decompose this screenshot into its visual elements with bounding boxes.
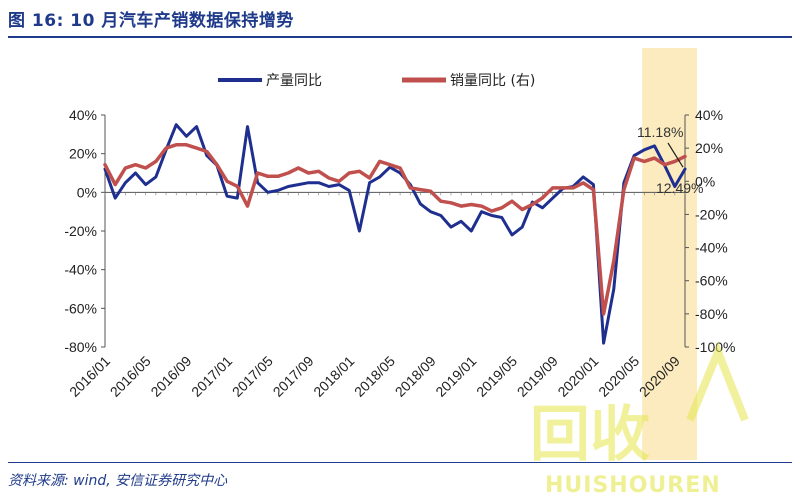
legend-label-production: 产量同比 [266, 73, 322, 89]
x-tick-label: 2017/09 [270, 353, 317, 400]
series-line-production [103, 123, 687, 345]
footer-divider [8, 462, 792, 463]
left-tick-label: -60% [64, 300, 97, 316]
x-tick-label: 2019/09 [514, 353, 561, 400]
x-tick-label: 2018/05 [351, 353, 398, 400]
left-y-axis: 40% 20% 0% -20% -40% -60% -80% [64, 107, 106, 355]
x-tick-label: 2018/01 [310, 353, 357, 400]
left-tick-label: 20% [69, 146, 97, 162]
x-tick-label: 2020/01 [554, 353, 601, 400]
highlight-band [642, 48, 697, 460]
annotations: 11.18% 12.49% [637, 124, 703, 196]
legend-label-sales: 销量同比 (右) [450, 73, 535, 89]
left-tick-label: -20% [64, 223, 97, 239]
annotation-sales: 12.49% [656, 180, 703, 196]
right-tick-label: -40% [695, 240, 728, 256]
x-tick-label: 2018/09 [392, 353, 439, 400]
left-tick-label: -80% [64, 339, 97, 355]
x-tick-label: 2020/05 [595, 353, 642, 400]
right-tick-label: 0% [695, 173, 715, 189]
x-tick-label: 2017/05 [229, 353, 276, 400]
series-line-sales [103, 143, 687, 316]
x-tick-label: 2016/01 [66, 353, 113, 400]
right-tick-label: -20% [695, 206, 728, 222]
chart-title: 图 16: 10 月汽车产销数据保持增势 [8, 11, 294, 31]
x-tick-label: 2016/09 [147, 353, 194, 400]
watermark-brand-text: HUISHOUREN [545, 473, 721, 498]
annotation-production: 11.18% [637, 124, 683, 140]
x-tick-label: 2017/01 [188, 353, 235, 400]
title-divider [8, 36, 792, 38]
right-tick-label: -100% [695, 339, 735, 355]
right-tick-label: -60% [695, 273, 728, 289]
watermark: 回收 HUISHOUREN [530, 341, 749, 498]
right-tick-label: 40% [695, 107, 723, 123]
watermark-peak-icon [686, 341, 749, 422]
watermark-logo-text: 回收 [530, 400, 650, 470]
left-tick-label: -40% [64, 262, 97, 278]
x-tick-label: 2016/05 [107, 353, 154, 400]
right-y-axis: 40% 20% 0% -20% -40% -60% -80% -100% [684, 107, 735, 355]
annotation-arrow-production [667, 142, 684, 168]
x-axis: 2016/012016/052016/092017/012017/052017/… [66, 191, 686, 400]
left-tick-label: 0% [77, 184, 97, 200]
x-tick-label: 2019/01 [432, 353, 479, 400]
legend: 产量同比 销量同比 (右) [218, 73, 535, 89]
right-tick-label: -80% [695, 306, 728, 322]
right-tick-label: 20% [695, 140, 723, 156]
left-tick-label: 40% [69, 107, 97, 123]
source-note: 资料来源: wind, 安信证券研究中心 [8, 473, 228, 489]
x-tick-label: 2019/05 [473, 353, 520, 400]
